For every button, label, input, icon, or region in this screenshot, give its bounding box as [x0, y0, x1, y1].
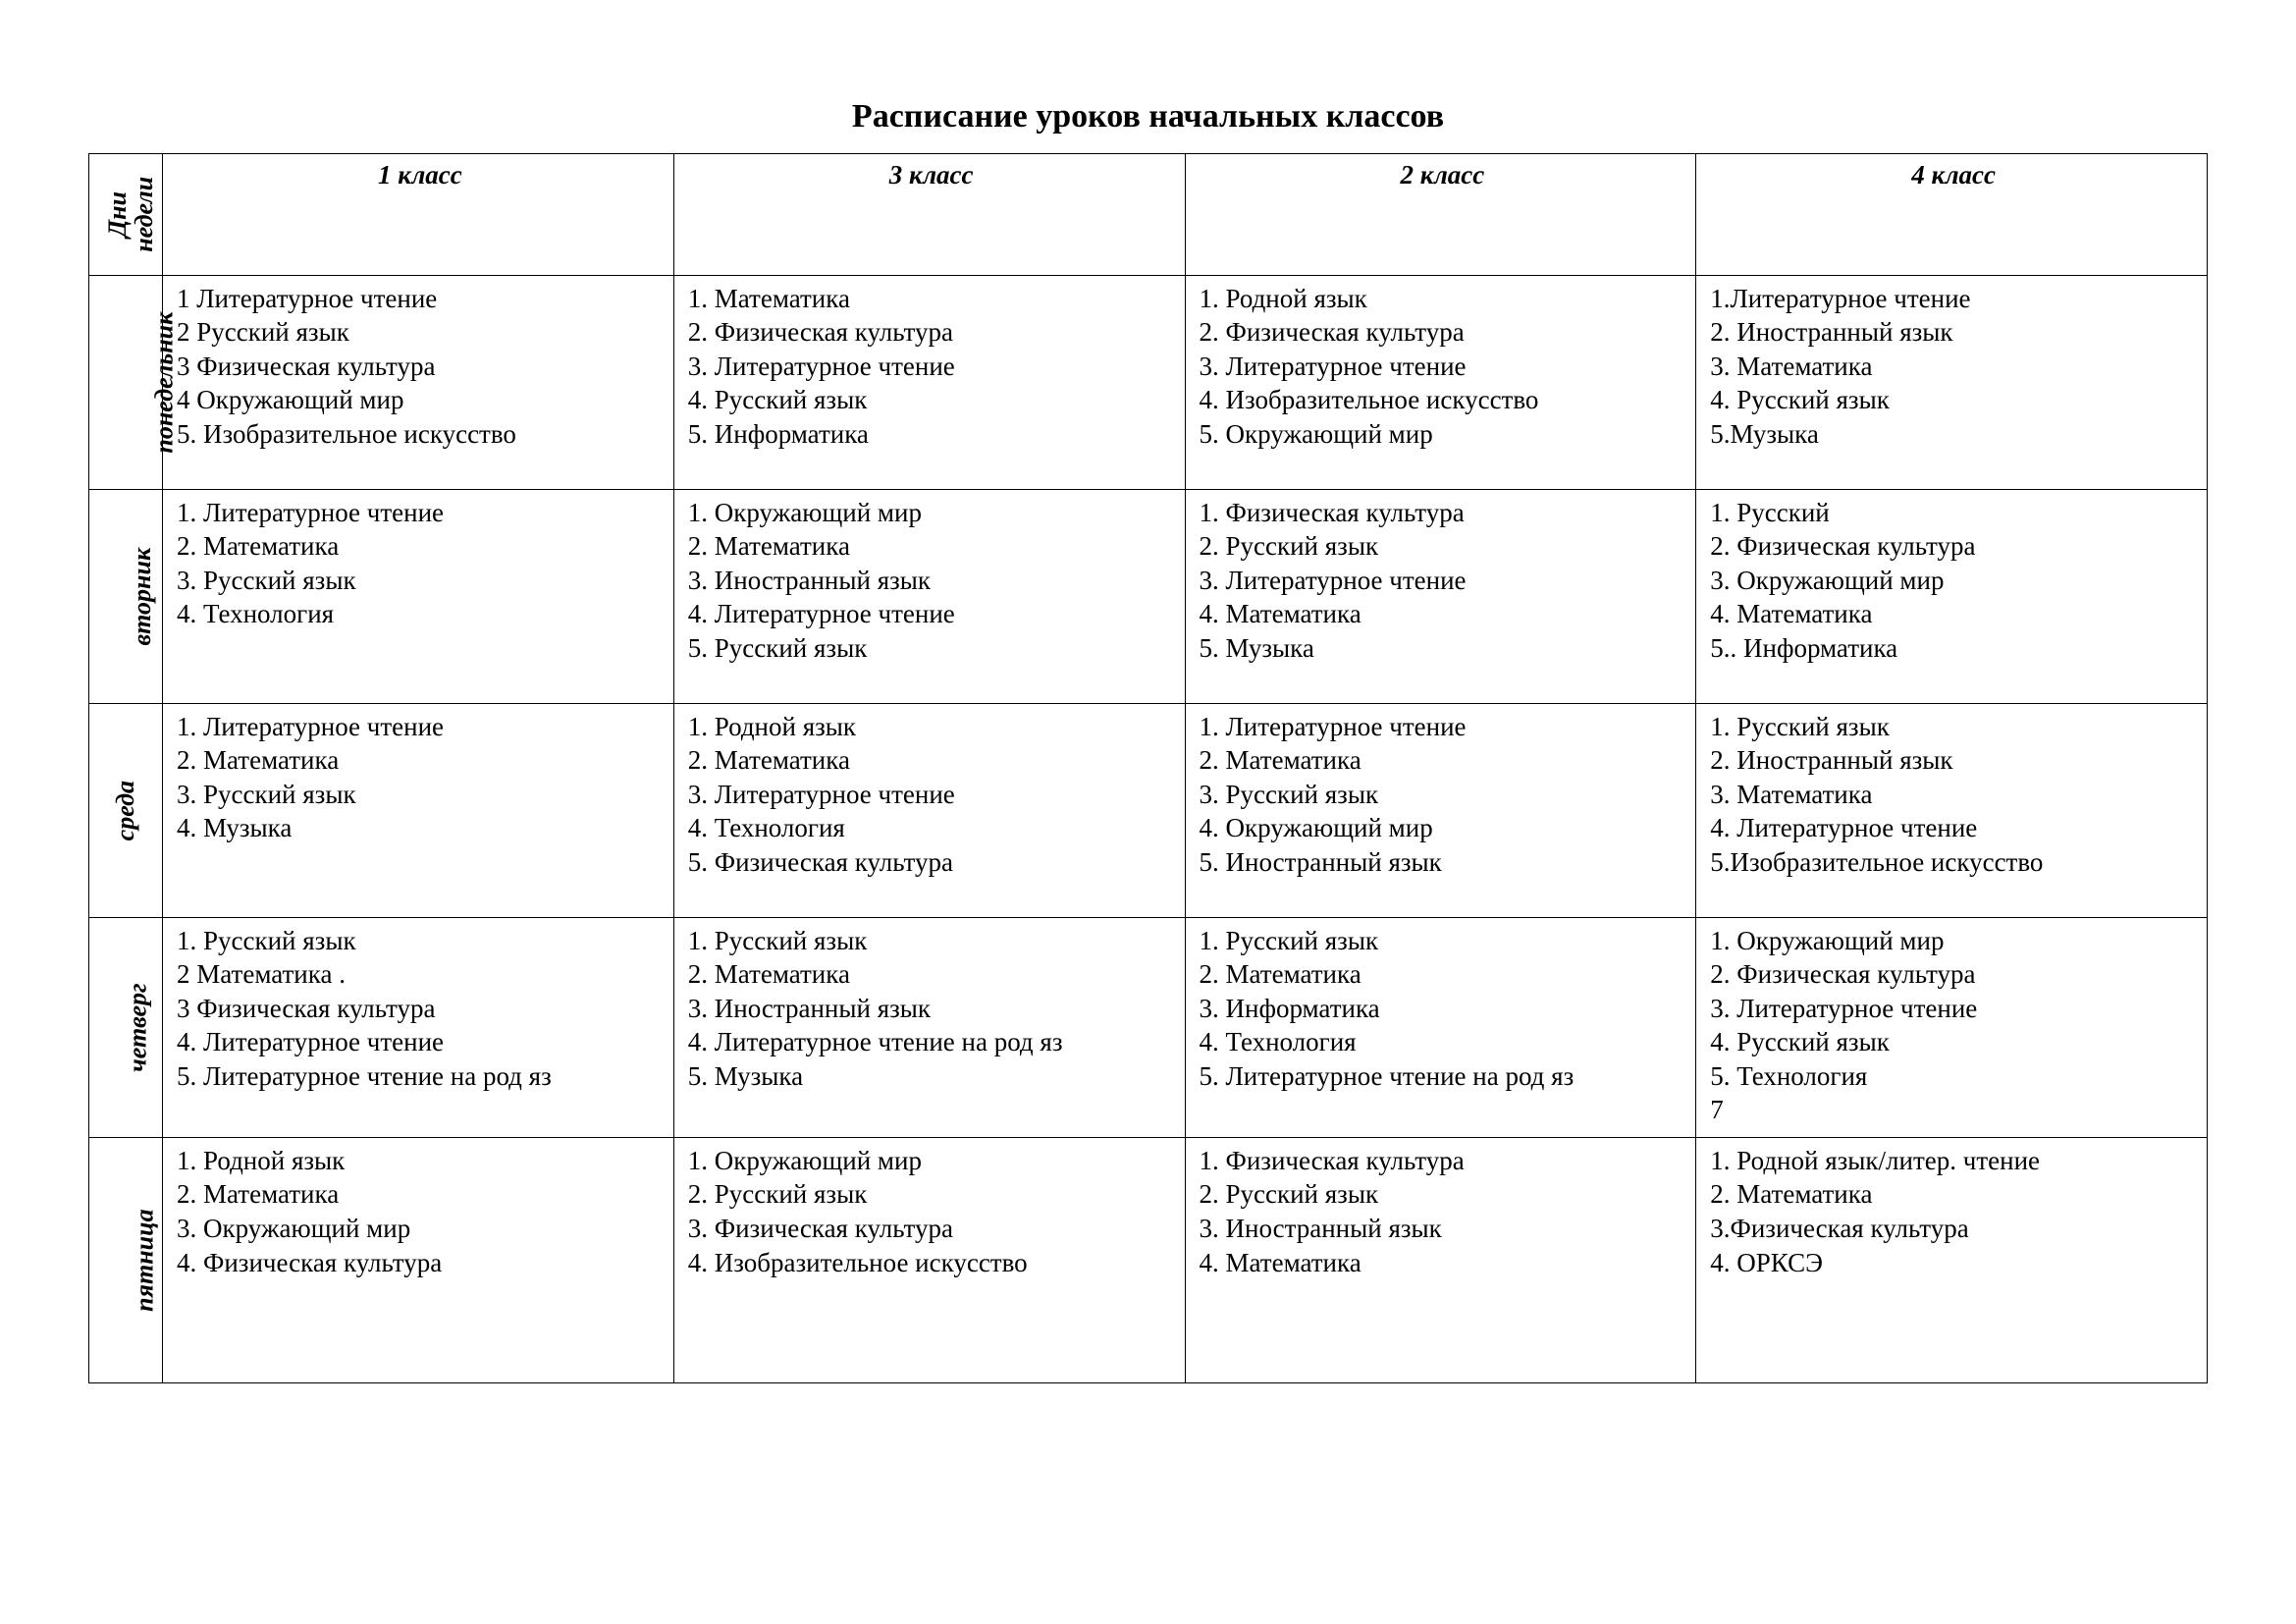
- cell-mon-c4: 1.Литературное чтение 2. Иностранный язы…: [1696, 275, 2208, 489]
- page-title: Расписание уроков начальных классов: [88, 98, 2208, 135]
- table-row: четверг 1. Русский язык 2 Математика . 3…: [89, 917, 2208, 1137]
- col-header-4: 4 класс: [1696, 154, 2208, 276]
- table-row: пятница 1. Родной язык 2. Математика 3. …: [89, 1137, 2208, 1382]
- header-corner-line1: Дни: [103, 191, 132, 238]
- cell-mon-c2: 1. Родной язык 2. Физическая культура 3.…: [1185, 275, 1696, 489]
- cell-wed-c4: 1. Русский язык 2. Иностранный язык 3. М…: [1696, 703, 2208, 917]
- day-tue: вторник: [89, 489, 163, 703]
- cell-thu-c2: 1. Русский язык 2. Математика 3. Информа…: [1185, 917, 1696, 1137]
- cell-fri-c1: 1. Родной язык 2. Математика 3. Окружающ…: [163, 1137, 674, 1382]
- cell-tue-c4: 1. Русский 2. Физическая культура 3. Окр…: [1696, 489, 2208, 703]
- col-header-2: 2 класс: [1185, 154, 1696, 276]
- cell-thu-c1: 1. Русский язык 2 Математика . 3 Физичес…: [163, 917, 674, 1137]
- cell-fri-c4: 1. Родной язык/литер. чтение 2. Математи…: [1696, 1137, 2208, 1382]
- cell-wed-c1: 1. Литературное чтение 2. Математика 3. …: [163, 703, 674, 917]
- cell-mon-c1: 1 Литературное чтение 2 Русский язык 3 Ф…: [163, 275, 674, 489]
- cell-thu-c4: 1. Окружающий мир 2. Физическая культура…: [1696, 917, 2208, 1137]
- day-mon: понедельник: [89, 275, 163, 489]
- cell-tue-c1: 1. Литературное чтение 2. Математика 3. …: [163, 489, 674, 703]
- cell-tue-c2: 1. Физическая культура 2. Русский язык 3…: [1185, 489, 1696, 703]
- col-header-1: 1 класс: [163, 154, 674, 276]
- cell-tue-c3: 1. Окружающий мир 2. Математика 3. Иност…: [673, 489, 1185, 703]
- col-header-3: 3 класс: [673, 154, 1185, 276]
- header-corner: Дни недели: [89, 154, 163, 276]
- cell-mon-c3: 1. Математика 2. Физическая культура 3. …: [673, 275, 1185, 489]
- cell-wed-c2: 1. Литературное чтение 2. Математика 3. …: [1185, 703, 1696, 917]
- cell-fri-c3: 1. Окружающий мир 2. Русский язык 3. Физ…: [673, 1137, 1185, 1382]
- header-corner-line2: недели: [130, 177, 158, 252]
- table-header-row: Дни недели 1 класс 3 класс 2 класс 4 кла…: [89, 154, 2208, 276]
- day-thu: четверг: [89, 917, 163, 1137]
- schedule-table: Дни недели 1 класс 3 класс 2 класс 4 кла…: [88, 153, 2208, 1383]
- table-row: понедельник 1 Литературное чтение 2 Русс…: [89, 275, 2208, 489]
- table-row: среда 1. Литературное чтение 2. Математи…: [89, 703, 2208, 917]
- cell-wed-c3: 1. Родной язык 2. Математика 3. Литерату…: [673, 703, 1185, 917]
- cell-fri-c2: 1. Физическая культура 2. Русский язык 3…: [1185, 1137, 1696, 1382]
- day-fri: пятница: [89, 1137, 163, 1382]
- cell-thu-c3: 1. Русский язык 2. Математика 3. Иностра…: [673, 917, 1185, 1137]
- day-wed: среда: [89, 703, 163, 917]
- table-row: вторник 1. Литературное чтение 2. Матема…: [89, 489, 2208, 703]
